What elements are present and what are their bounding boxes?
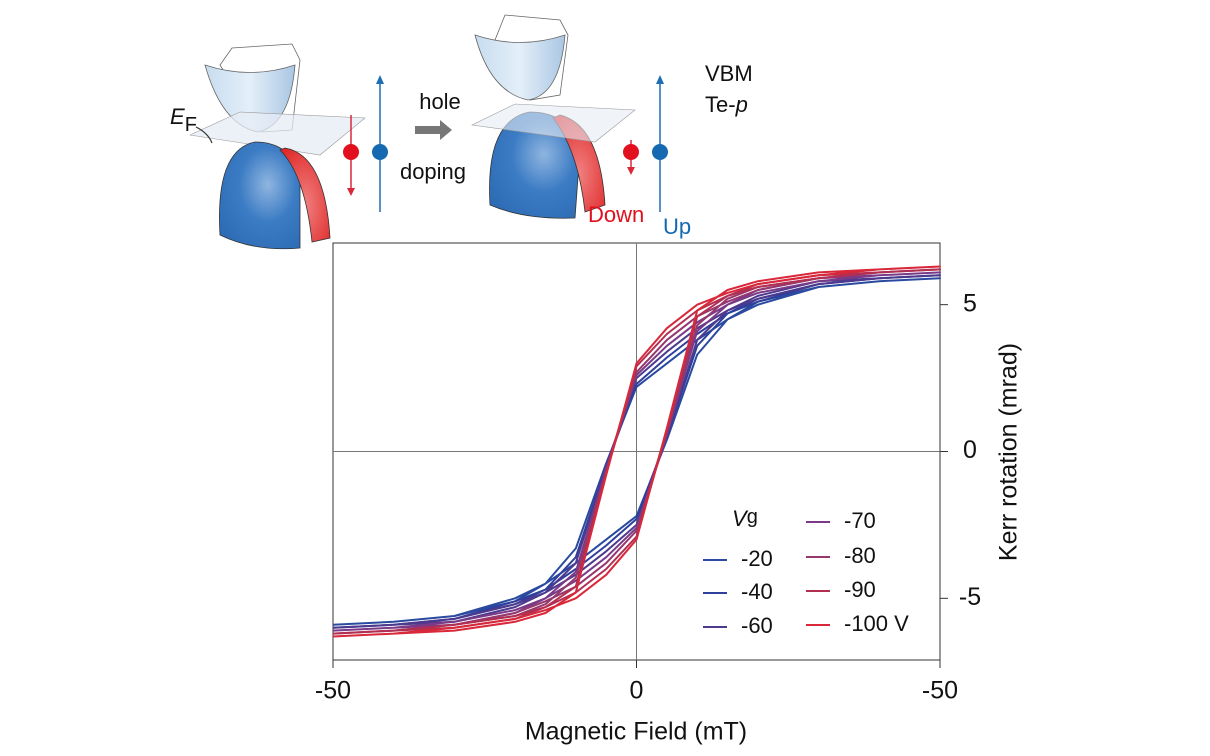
- y-axis-label: Kerr rotation (mrad): [995, 343, 1023, 561]
- legend-label: -100 V: [844, 611, 909, 636]
- spin-up-dot: [372, 144, 388, 160]
- arrow-head: [656, 75, 664, 84]
- legend-label: -70: [844, 508, 876, 533]
- hole-label: hole: [419, 89, 461, 114]
- hysteresis-loop: [332, 277, 941, 626]
- x-tick-label: -50: [922, 677, 958, 705]
- process-arrow: [415, 120, 452, 140]
- spin-down-label: Down: [588, 202, 644, 227]
- spin-down-dot: [343, 144, 359, 160]
- arrow-head: [627, 167, 635, 175]
- vbm-label: VBM: [705, 61, 753, 86]
- y-tick-label: -5: [959, 583, 981, 611]
- arrow-head: [347, 188, 355, 196]
- legend-label: -40: [741, 579, 773, 604]
- legend-label: -80: [844, 543, 876, 568]
- fermi-pointer: [195, 126, 213, 144]
- spin-down-dot: [623, 144, 639, 160]
- fermi-label: EF: [170, 104, 197, 136]
- y-tick-label: 5: [963, 289, 977, 317]
- legend-label: -90: [844, 577, 876, 602]
- legend-title: Vg: [732, 506, 758, 531]
- lower-band-down: [279, 147, 331, 243]
- orbital-label: Te-p: [705, 92, 748, 117]
- x-tick-label: -50: [315, 677, 351, 705]
- legend-label: -20: [741, 546, 773, 571]
- y-tick-label: 0: [963, 436, 977, 464]
- arrow-head: [376, 75, 384, 84]
- band-diagram-right: [470, 14, 668, 219]
- spin-up-label: Up: [663, 214, 691, 239]
- legend-label: -60: [741, 613, 773, 638]
- x-tick-label: 0: [630, 677, 644, 705]
- hysteresis-loop: [332, 268, 941, 635]
- x-axis-label: Magnetic Field (mT): [525, 718, 747, 746]
- spin-up-dot: [652, 144, 668, 160]
- hysteresis-loop: [332, 265, 941, 638]
- fermi-plane: [470, 103, 636, 143]
- doping-label: doping: [400, 159, 466, 184]
- band-diagram-left: EF: [170, 43, 388, 250]
- upper-band: [474, 34, 566, 101]
